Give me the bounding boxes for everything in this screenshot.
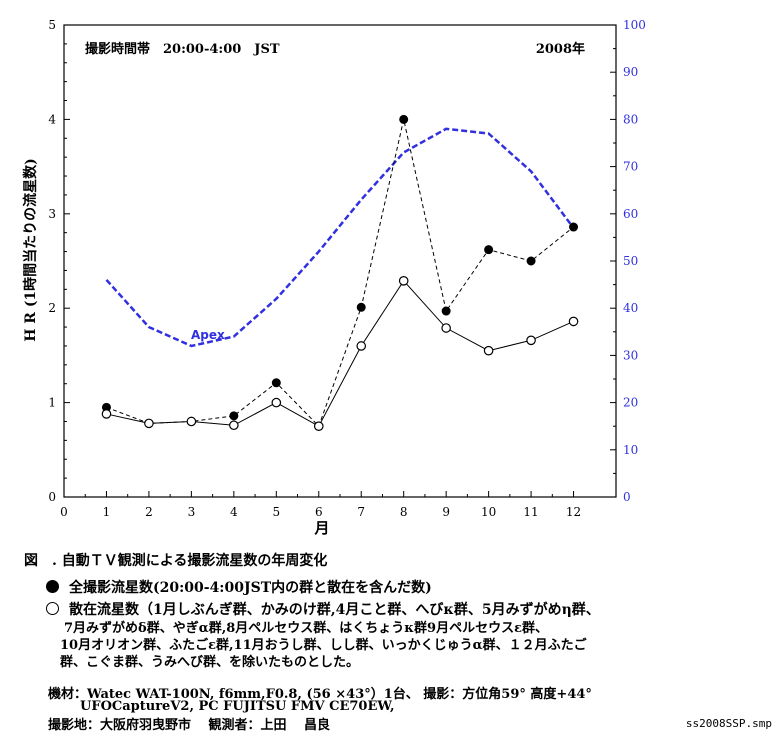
legend-sporadic-line-1: 散在流星数（1月しぶんぎ群、かみのけ群,4月こと群、へびκ群、5月みずがめη群、 xyxy=(69,602,600,618)
y-right-tick-label: 70 xyxy=(623,160,638,174)
annotation-year: 2008年 xyxy=(536,41,585,57)
apex-line xyxy=(105,127,575,348)
x-tick-label: 11 xyxy=(523,505,538,519)
annotation-time: 撮影時間帯 20:00-4:00 JST xyxy=(85,41,280,57)
x-tick-label: 12 xyxy=(566,505,581,519)
equipment-line-2: UFOCaptureV2, PC FUJITSU FMV CE70EW, xyxy=(80,699,395,714)
x-tick-label: 7 xyxy=(357,505,365,519)
y-right-tick-label: 40 xyxy=(623,301,638,315)
series xyxy=(101,114,579,431)
chart: 0 1 2 3 4 5 6 7 8 9 10 11 12012345010203040506070809… xyxy=(22,18,646,537)
y-left-tick-label: 5 xyxy=(48,18,56,32)
sporadic-meteors-point xyxy=(313,421,324,431)
legend-sporadic: 散在流星数（1月しぶんぎ群、かみのけ群,4月こと群、へびκ群、5月みずがめη群、 xyxy=(46,599,600,619)
x-axis-label: 月 xyxy=(313,519,329,537)
legend-sporadic-line-2: 7月みずがめδ群、やぎα群,8月ペルセウス群、はくちょうκ群9月ペルセウスε群、 xyxy=(64,621,548,636)
x-tick-label: 2 xyxy=(145,505,153,519)
x-tick-label: 6 xyxy=(315,505,323,519)
x-tick-label: 1 xyxy=(103,505,111,519)
y-right-tick-label: 0 xyxy=(623,490,631,504)
total-meteors-point xyxy=(271,378,281,388)
total-meteors-point xyxy=(229,411,239,421)
file-name: ss2008SSP.smp xyxy=(685,717,772,730)
ticks: 0 1 2 3 4 5 6 7 8 9 10 11 12012345010203040506070809… xyxy=(48,18,646,519)
y-right-tick-label: 50 xyxy=(623,254,638,268)
observation-location: 撮影地：大阪府羽曳野市 観測者：上田 昌良 xyxy=(48,718,331,733)
y-left-tick-label: 0 xyxy=(48,490,56,504)
sporadic-meteors-point xyxy=(526,335,536,346)
legend-total: 全撮影流星数(20:00-4:00JST内の群と散在を含んだ数) xyxy=(46,577,432,597)
total-meteors-line xyxy=(106,119,574,428)
caption-title: 図 . 自動ＴＶ観測による撮影流星数の年周変化 xyxy=(24,553,328,569)
total-meteors-point xyxy=(569,222,579,232)
filled-circle-icon xyxy=(46,580,59,593)
sporadic-meteors-point xyxy=(441,323,451,333)
sporadic-meteors-point xyxy=(398,276,409,286)
sporadic-meteors-point xyxy=(101,409,112,419)
sporadic-meteors-point xyxy=(271,397,282,408)
x-tick-label: 10 xyxy=(481,505,496,519)
sporadic-meteors-point xyxy=(483,345,494,356)
y-right-tick-label: 30 xyxy=(623,348,638,362)
y-left-tick-label: 3 xyxy=(48,207,56,221)
sporadic-meteors-point xyxy=(186,416,197,427)
total-meteors-point xyxy=(399,114,409,124)
apex-label: Apex xyxy=(191,328,225,342)
y-left-tick-label: 2 xyxy=(48,301,56,315)
y-right-tick-label: 20 xyxy=(623,396,638,410)
x-tick-label: 5 xyxy=(272,505,280,519)
total-meteors-point xyxy=(441,306,451,316)
legend-total-text: 全撮影流星数(20:00-4:00JST内の群と散在を含んだ数) xyxy=(69,580,432,596)
total-meteors-point xyxy=(526,256,536,266)
x-tick-label: 8 xyxy=(400,505,408,519)
legend-sporadic-line-3: 10月オリオン群、ふたごε群,11月おうし群、しし群、いっかくじゅうα群、１２月… xyxy=(60,638,587,653)
sporadic-meteors-point xyxy=(356,341,367,351)
sporadic-meteors-line xyxy=(106,280,574,427)
y-left-tick-label: 4 xyxy=(48,112,56,126)
y-right-tick-label: 100 xyxy=(623,18,646,32)
x-tick-label: 0 xyxy=(60,505,68,519)
open-circle-icon xyxy=(46,602,59,615)
y-right-tick-label: 90 xyxy=(623,65,638,79)
y-right-tick-label: 60 xyxy=(623,207,638,221)
sporadic-meteors-point xyxy=(144,418,154,429)
y-axis-label: H R (1時間当たりの流星数) xyxy=(22,158,39,342)
x-tick-label: 9 xyxy=(442,505,450,519)
y-right-tick-label: 10 xyxy=(623,443,638,457)
y-left-tick-label: 1 xyxy=(48,396,56,410)
equipment-line-1: 機材：Watec WAT-100N, f6mm,F0.8, (56 ×43°）1… xyxy=(48,687,592,702)
sporadic-meteors-point xyxy=(229,420,239,431)
x-tick-label: 3 xyxy=(188,505,196,519)
total-meteors-point xyxy=(484,245,494,255)
sporadic-meteors-point xyxy=(568,316,579,327)
y-right-tick-label: 80 xyxy=(623,112,638,126)
x-tick-label: 4 xyxy=(230,505,238,519)
legend-sporadic-line-4: 群、こぐま群、うみへび群、を除いたものとした。 xyxy=(60,655,360,670)
total-meteors-point xyxy=(356,302,366,312)
